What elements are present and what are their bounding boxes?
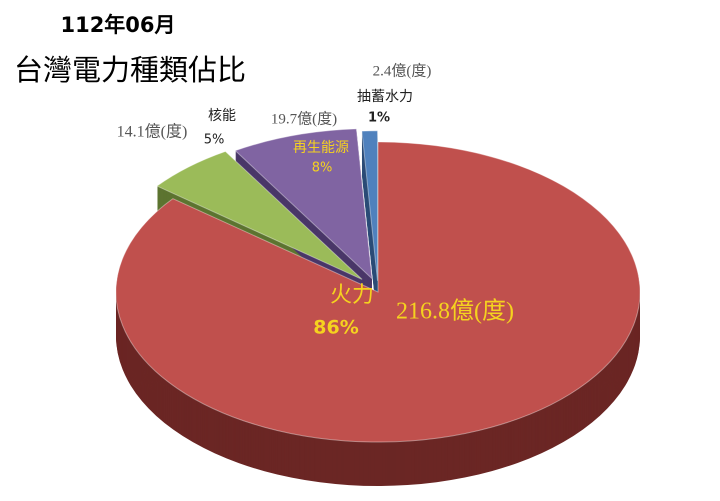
percent-label: 8%	[312, 161, 333, 176]
category-label: 抽蓄水力	[357, 89, 413, 105]
pie-tops	[115, 128, 641, 443]
category-label: 再生能源	[293, 140, 349, 156]
percent-label: 5%	[204, 133, 225, 148]
percent-label: 86%	[313, 317, 358, 339]
pie-labels: 火力 86% 216.8億(度) 核能 5% 14.1億(度) 再生能源 8% 19.7億(度)…	[117, 62, 514, 338]
value-label: 2.4億(度)	[373, 62, 432, 79]
category-label: 核能	[208, 108, 236, 124]
percent-label: 1%	[368, 111, 390, 126]
pie-slice	[156, 150, 363, 280]
category-label: 火力	[330, 283, 374, 308]
pie-slice	[361, 130, 379, 281]
pie-slice	[115, 141, 641, 443]
chart-subtitle: 台灣電力種類佔比	[14, 53, 246, 87]
pie-slice	[234, 128, 373, 280]
value-label: 19.7億(度)	[271, 110, 337, 127]
value-label: 216.8億(度)	[396, 298, 514, 325]
value-label: 14.1億(度)	[117, 123, 188, 141]
chart-title: 112年06月	[60, 13, 175, 37]
